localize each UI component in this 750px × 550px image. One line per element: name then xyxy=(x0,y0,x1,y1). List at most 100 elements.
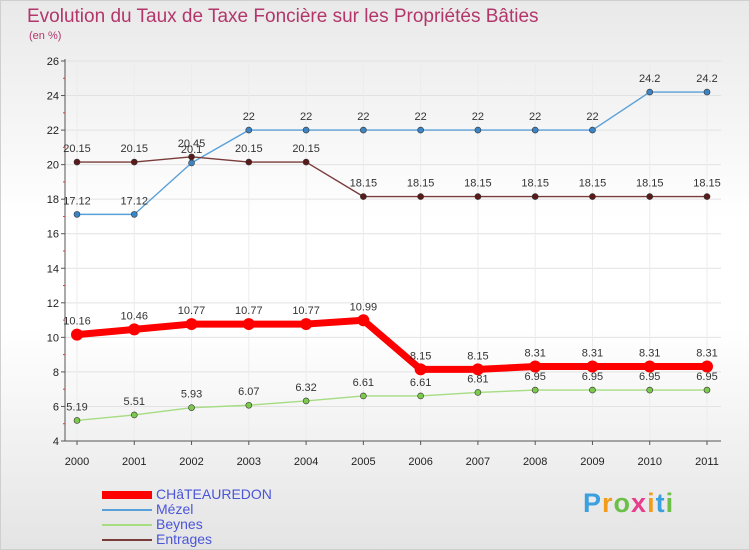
legend-label: CHâTEAUREDON xyxy=(156,486,272,502)
data-label: 5.19 xyxy=(66,401,87,413)
y-tick-label: 22 xyxy=(47,125,59,137)
logo-letter: o xyxy=(613,488,632,518)
data-point xyxy=(302,126,310,134)
data-label: 10.77 xyxy=(235,305,263,317)
data-label: 18.15 xyxy=(407,178,435,190)
data-label: 8.31 xyxy=(696,348,717,360)
data-label: 10.77 xyxy=(178,305,206,317)
data-point xyxy=(130,158,138,166)
x-tick-label: 2010 xyxy=(637,456,661,468)
x-tick-label: 2000 xyxy=(65,456,89,468)
data-label: 6.32 xyxy=(295,382,316,394)
y-axis-unit: (en %) xyxy=(29,30,62,42)
data-label: 24.2 xyxy=(639,73,660,85)
data-label: 22 xyxy=(586,111,598,123)
data-label: 6.61 xyxy=(353,377,374,389)
data-point xyxy=(302,158,310,166)
data-point xyxy=(417,392,424,400)
series-line-2 xyxy=(76,389,708,422)
y-tick-label: 20 xyxy=(47,160,59,172)
y-tick-label: 14 xyxy=(47,263,59,275)
data-point xyxy=(71,328,83,341)
legend-swatch xyxy=(102,509,152,511)
legend-label: Mézel xyxy=(156,501,194,517)
data-point xyxy=(474,126,482,134)
data-label: 17.12 xyxy=(121,195,149,207)
data-label: 22 xyxy=(357,111,369,123)
data-label: 8.31 xyxy=(582,348,603,360)
data-point xyxy=(589,386,596,394)
data-point xyxy=(302,397,310,405)
data-label: 6.95 xyxy=(524,371,545,383)
data-point xyxy=(357,314,370,327)
data-label: 18.15 xyxy=(464,178,492,190)
data-point xyxy=(73,158,81,166)
y-tick-label: 12 xyxy=(47,298,59,310)
data-point xyxy=(185,318,198,331)
data-label: 18.15 xyxy=(350,178,378,190)
data-point xyxy=(130,211,138,218)
y-tick-label: 24 xyxy=(47,91,59,103)
data-point xyxy=(300,318,313,331)
data-label: 8.15 xyxy=(410,350,431,362)
legend-label: Entrages xyxy=(156,531,213,547)
data-label: 6.95 xyxy=(639,371,660,383)
x-tick-label: 2007 xyxy=(466,456,490,468)
data-label: 20.45 xyxy=(178,138,206,150)
data-label: 22 xyxy=(300,111,312,123)
y-tick-label: 6 xyxy=(53,401,59,413)
data-label: 8.15 xyxy=(467,350,488,362)
legend-swatch xyxy=(102,524,152,526)
logo-letter: i xyxy=(665,488,675,518)
data-point xyxy=(360,193,367,200)
data-label: 10.77 xyxy=(292,305,320,317)
data-point xyxy=(474,389,482,396)
logo-letter: t xyxy=(655,488,666,518)
data-point xyxy=(531,386,539,394)
data-label: 6.95 xyxy=(582,371,603,383)
data-point xyxy=(245,401,253,409)
logo-letter: P xyxy=(583,488,603,518)
y-tick-label: 8 xyxy=(53,367,59,379)
data-label: 18.15 xyxy=(521,178,549,190)
data-point xyxy=(245,126,253,134)
logo-letter: i xyxy=(647,488,656,518)
series-line-1 xyxy=(76,156,708,198)
data-point xyxy=(703,88,711,96)
legend-label: Beynes xyxy=(156,516,203,532)
x-tick-label: 2006 xyxy=(408,456,432,468)
x-tick-label: 2003 xyxy=(237,456,261,468)
proxiti-logo: Proxiti xyxy=(583,488,674,519)
data-point xyxy=(130,411,138,419)
data-label: 10.16 xyxy=(63,316,91,328)
data-point xyxy=(703,193,711,200)
legend-swatch xyxy=(102,539,152,541)
data-label: 6.95 xyxy=(696,371,717,383)
legend-swatch xyxy=(102,491,152,499)
logo-letter: r xyxy=(602,488,614,518)
data-label: 8.31 xyxy=(524,348,545,360)
data-point xyxy=(188,159,195,167)
y-tick-label: 10 xyxy=(47,332,59,344)
data-label: 18.15 xyxy=(636,178,664,190)
data-label: 6.07 xyxy=(238,386,259,398)
y-tick-label: 18 xyxy=(47,194,59,206)
data-point xyxy=(643,360,656,373)
data-point xyxy=(589,193,596,200)
data-label: 24.2 xyxy=(696,73,717,85)
y-tick-label: 4 xyxy=(53,436,59,448)
data-label: 22 xyxy=(472,111,484,123)
data-point xyxy=(586,360,599,373)
data-label: 5.51 xyxy=(124,396,145,408)
series-line-0 xyxy=(76,91,708,216)
data-label: 18.15 xyxy=(579,178,607,190)
data-label: 5.93 xyxy=(181,389,202,401)
data-point xyxy=(417,126,424,134)
y-tick-label: 26 xyxy=(47,56,59,68)
x-tick-label: 2002 xyxy=(179,456,203,468)
data-point xyxy=(414,363,427,376)
data-point xyxy=(188,153,195,161)
x-tick-label: 2008 xyxy=(523,456,547,468)
